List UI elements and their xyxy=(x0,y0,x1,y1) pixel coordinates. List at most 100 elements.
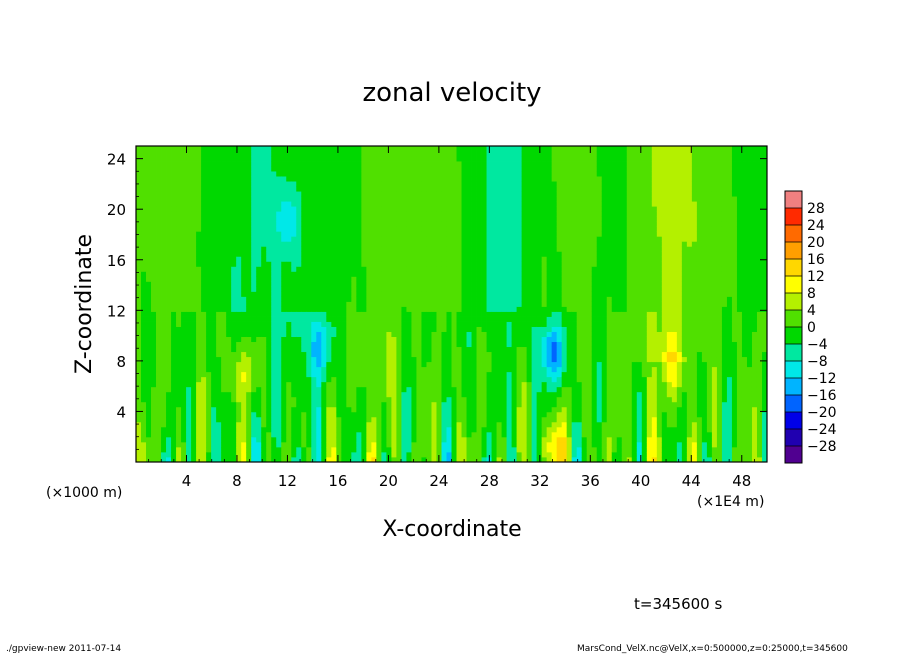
heatmap-cell xyxy=(351,151,357,157)
heatmap-cell xyxy=(316,296,322,302)
heatmap-cell xyxy=(421,346,427,353)
heatmap-cell xyxy=(446,416,452,423)
heatmap-cell xyxy=(221,321,227,327)
heatmap-cell xyxy=(466,286,472,292)
heatmap-cell xyxy=(296,406,302,413)
heatmap-cell xyxy=(161,386,167,393)
heatmap-cell xyxy=(206,261,212,267)
heatmap-cell xyxy=(256,201,262,207)
heatmap-cell xyxy=(511,221,518,227)
heatmap-cell xyxy=(446,351,452,358)
heatmap-cell xyxy=(196,361,202,368)
heatmap-cell xyxy=(191,406,197,413)
heatmap-cell xyxy=(176,256,182,262)
heatmap-cell xyxy=(391,201,397,207)
heatmap-cell xyxy=(496,196,502,202)
heatmap-cell xyxy=(151,291,157,297)
heatmap-cell xyxy=(331,146,337,152)
heatmap-cell xyxy=(346,241,352,247)
heatmap-cell xyxy=(391,276,397,282)
heatmap-cell xyxy=(486,401,492,408)
heatmap-cell xyxy=(256,261,262,267)
heatmap-cell xyxy=(431,186,437,192)
heatmap-cell xyxy=(161,321,167,327)
heatmap-cell xyxy=(376,396,382,403)
heatmap-cell xyxy=(301,336,307,343)
heatmap-cell xyxy=(166,316,172,322)
heatmap-cell xyxy=(141,436,147,443)
heatmap-cell xyxy=(336,161,342,167)
heatmap-cell xyxy=(361,156,367,162)
heatmap-cell xyxy=(466,421,472,428)
heatmap-cell xyxy=(336,421,342,428)
heatmap-cell xyxy=(336,196,342,202)
heatmap-cell xyxy=(426,451,432,458)
heatmap-cell xyxy=(416,251,422,257)
heatmap-cell xyxy=(156,446,162,453)
heatmap-cell xyxy=(201,391,207,398)
heatmap-cell xyxy=(191,381,197,388)
heatmap-cell xyxy=(476,411,482,418)
heatmap-cell xyxy=(306,191,312,197)
heatmap-cell xyxy=(171,201,177,207)
heatmap-cell xyxy=(216,346,222,353)
heatmap-cell xyxy=(151,336,157,343)
heatmap-cell xyxy=(291,251,297,257)
heatmap-cell xyxy=(291,376,297,383)
heatmap-cell xyxy=(501,416,507,423)
heatmap-cell xyxy=(416,436,422,443)
heatmap-cell xyxy=(496,421,502,428)
heatmap-cell xyxy=(241,216,247,222)
heatmap-cell xyxy=(306,401,312,408)
heatmap-cell xyxy=(356,151,362,157)
heatmap-cell xyxy=(321,391,327,398)
heatmap-cell xyxy=(371,181,377,187)
heatmap-cell xyxy=(341,301,347,307)
heatmap-cell xyxy=(341,356,347,363)
heatmap-cell xyxy=(281,176,287,182)
heatmap-cell xyxy=(336,441,342,448)
heatmap-cell xyxy=(136,276,142,282)
heatmap-cell xyxy=(416,316,422,322)
heatmap-cell xyxy=(376,256,382,262)
heatmap-cell xyxy=(286,236,292,242)
heatmap-cell xyxy=(141,326,147,332)
heatmap-cell xyxy=(426,276,432,282)
heatmap-cell xyxy=(476,266,482,272)
heatmap-cell xyxy=(436,241,442,247)
heatmap-cell xyxy=(421,171,427,177)
heatmap-cell xyxy=(401,206,407,212)
heatmap-cell xyxy=(316,161,322,167)
heatmap-cell xyxy=(301,306,307,312)
heatmap-cell xyxy=(231,451,237,458)
heatmap-cell xyxy=(431,211,437,217)
heatmap-cell xyxy=(431,301,437,307)
heatmap-cell xyxy=(136,271,142,277)
heatmap-cell xyxy=(256,281,262,287)
heatmap-cell xyxy=(481,351,487,358)
heatmap-cell xyxy=(391,356,397,363)
heatmap-cell xyxy=(401,261,407,267)
heatmap-cell xyxy=(501,176,507,182)
heatmap-cell xyxy=(166,251,172,257)
heatmap-cell xyxy=(281,191,287,197)
heatmap-cell xyxy=(366,231,372,237)
heatmap-cell xyxy=(426,271,432,277)
heatmap-cell xyxy=(191,436,197,443)
heatmap-cell xyxy=(161,396,167,403)
heatmap-cell xyxy=(526,351,533,358)
heatmap-cell xyxy=(351,246,357,252)
heatmap-cell xyxy=(231,391,237,398)
heatmap-cell xyxy=(476,191,482,197)
heatmap-cell xyxy=(301,246,307,252)
heatmap-cell xyxy=(461,331,467,338)
heatmap-cell xyxy=(331,376,337,383)
heatmap-cell xyxy=(436,156,442,162)
heatmap-cell xyxy=(436,191,442,197)
heatmap-cell xyxy=(236,296,242,302)
heatmap-cell xyxy=(226,181,232,187)
heatmap-cell xyxy=(406,346,412,353)
heatmap-cell xyxy=(421,406,427,413)
heatmap-cell xyxy=(151,251,157,257)
heatmap-cell xyxy=(146,221,152,227)
